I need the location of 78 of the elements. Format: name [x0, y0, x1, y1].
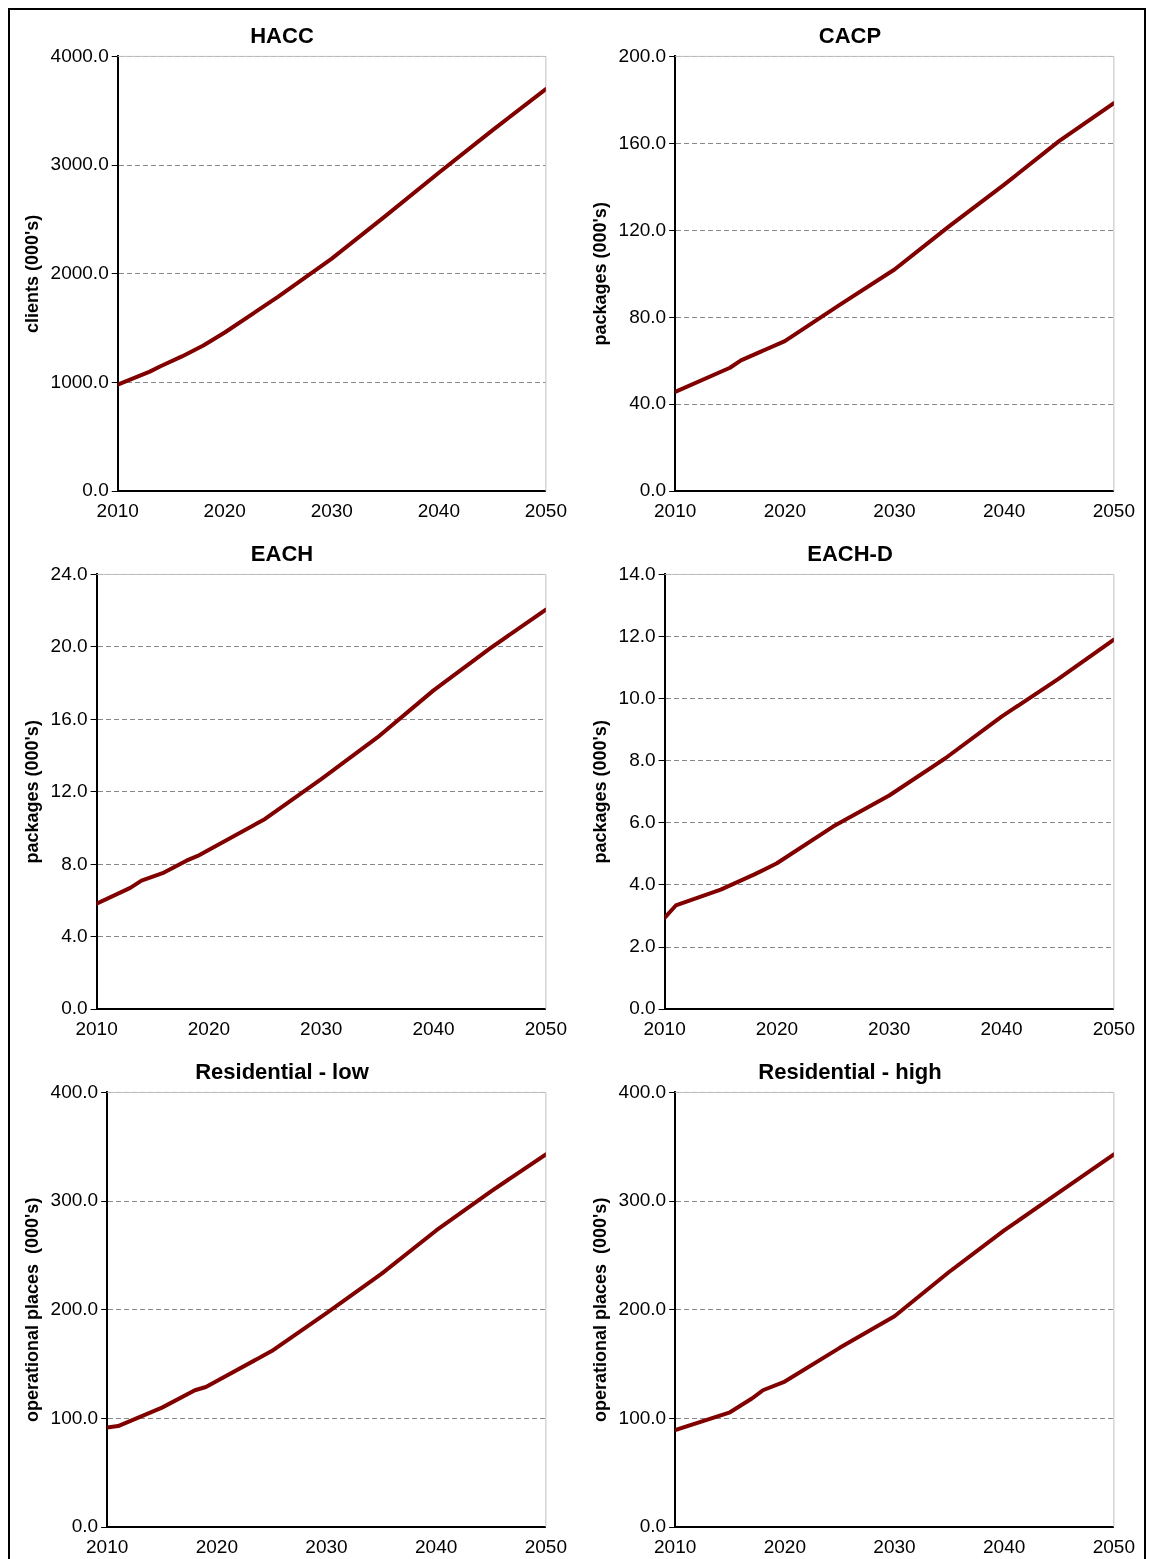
x-tick-label: 2050 [1092, 1535, 1136, 1557]
y-tick-label: 40.0 [629, 392, 667, 414]
y-tick-label: 20.0 [50, 635, 88, 657]
chart-title: CACP [818, 23, 882, 49]
x-tick-label: 2020 [763, 499, 806, 521]
y-tick-label: 14.0 [618, 562, 656, 584]
y-tick-label: 4000.0 [50, 44, 109, 66]
y-tick-label: 0.0 [82, 479, 109, 501]
y-tick-label: 100.0 [618, 1406, 667, 1428]
x-tick-label: 2020 [763, 1535, 806, 1557]
x-tick-label: 2020 [755, 1017, 799, 1039]
y-tick-label: 0.0 [629, 997, 656, 1019]
x-tick-label: 2050 [1092, 499, 1136, 521]
chart-title: HACC [250, 23, 314, 49]
y-tick-label: 400.0 [618, 1080, 667, 1102]
x-tick-label: 2020 [203, 499, 246, 521]
x-tick-label: 2020 [187, 1017, 231, 1039]
x-tick-label: 2040 [417, 499, 460, 521]
y-tick-label: 200.0 [50, 1298, 99, 1320]
x-tick-label: 2010 [654, 499, 697, 521]
x-tick-label: 2020 [195, 1535, 238, 1557]
y-tick-label: 100.0 [50, 1406, 99, 1428]
x-tick-label: 2010 [643, 1017, 686, 1039]
x-tick-label: 2010 [86, 1535, 129, 1557]
x-tick-label: 2030 [305, 1535, 348, 1557]
y-tick-label: 200.0 [618, 44, 667, 66]
y-axis-title: packages (000's) [21, 720, 42, 864]
y-tick-label: 1000.0 [50, 370, 109, 392]
y-tick-label: 300.0 [618, 1189, 667, 1211]
y-axis-title: packages (000's) [589, 202, 610, 346]
y-tick-label: 2.0 [629, 935, 656, 957]
x-tick-label: 2030 [310, 499, 353, 521]
y-tick-label: 0.0 [61, 997, 88, 1019]
y-tick-label: 300.0 [50, 1189, 99, 1211]
y-tick-label: 2000.0 [50, 262, 109, 284]
chart-title: EACH [250, 541, 314, 567]
x-tick-label: 2050 [524, 1535, 568, 1557]
x-tick-label: 2030 [873, 499, 916, 521]
y-tick-label: 200.0 [618, 1298, 667, 1320]
y-tick-label: 4.0 [629, 873, 656, 895]
x-tick-label: 2010 [96, 499, 139, 521]
chart-title: Residential - high [758, 1059, 942, 1085]
y-tick-label: 8.0 [629, 748, 656, 770]
x-tick-label: 2010 [654, 1535, 697, 1557]
y-axis-title: clients (000's) [21, 214, 42, 333]
y-tick-label: 0.0 [639, 479, 667, 501]
y-axis-title: packages (000's) [589, 720, 610, 864]
x-tick-label: 2040 [415, 1535, 458, 1557]
x-tick-label: 2040 [412, 1017, 455, 1039]
y-tick-label: 12.0 [50, 780, 88, 802]
y-tick-label: 16.0 [50, 707, 88, 729]
y-tick-label: 160.0 [618, 131, 667, 153]
y-tick-label: 10.0 [618, 686, 656, 708]
x-tick-label: 2040 [980, 1017, 1023, 1039]
y-tick-label: 4.0 [61, 924, 88, 946]
y-tick-label: 0.0 [71, 1515, 99, 1537]
x-tick-label: 2050 [1092, 1017, 1136, 1039]
x-tick-label: 2010 [75, 1017, 118, 1039]
y-tick-label: 80.0 [629, 305, 667, 327]
y-tick-label: 400.0 [50, 1080, 99, 1102]
x-tick-label: 2030 [868, 1017, 911, 1039]
y-axis-title: operational places (000's) [589, 1197, 610, 1422]
chart-title: Residential - low [195, 1059, 370, 1085]
y-tick-label: 3000.0 [50, 153, 109, 175]
x-tick-label: 2030 [300, 1017, 343, 1039]
y-tick-label: 0.0 [639, 1515, 667, 1537]
y-axis-title: operational places (000's) [21, 1197, 42, 1422]
y-tick-label: 24.0 [50, 562, 88, 584]
x-tick-label: 2050 [524, 1017, 568, 1039]
x-tick-label: 2050 [524, 499, 568, 521]
chart-title: EACH-D [807, 541, 893, 567]
y-tick-label: 8.0 [61, 852, 88, 874]
x-tick-label: 2030 [873, 1535, 916, 1557]
y-tick-label: 12.0 [618, 624, 656, 646]
y-tick-label: 6.0 [629, 811, 656, 833]
x-tick-label: 2040 [983, 1535, 1026, 1557]
x-tick-label: 2040 [983, 499, 1026, 521]
y-tick-label: 120.0 [618, 218, 667, 240]
